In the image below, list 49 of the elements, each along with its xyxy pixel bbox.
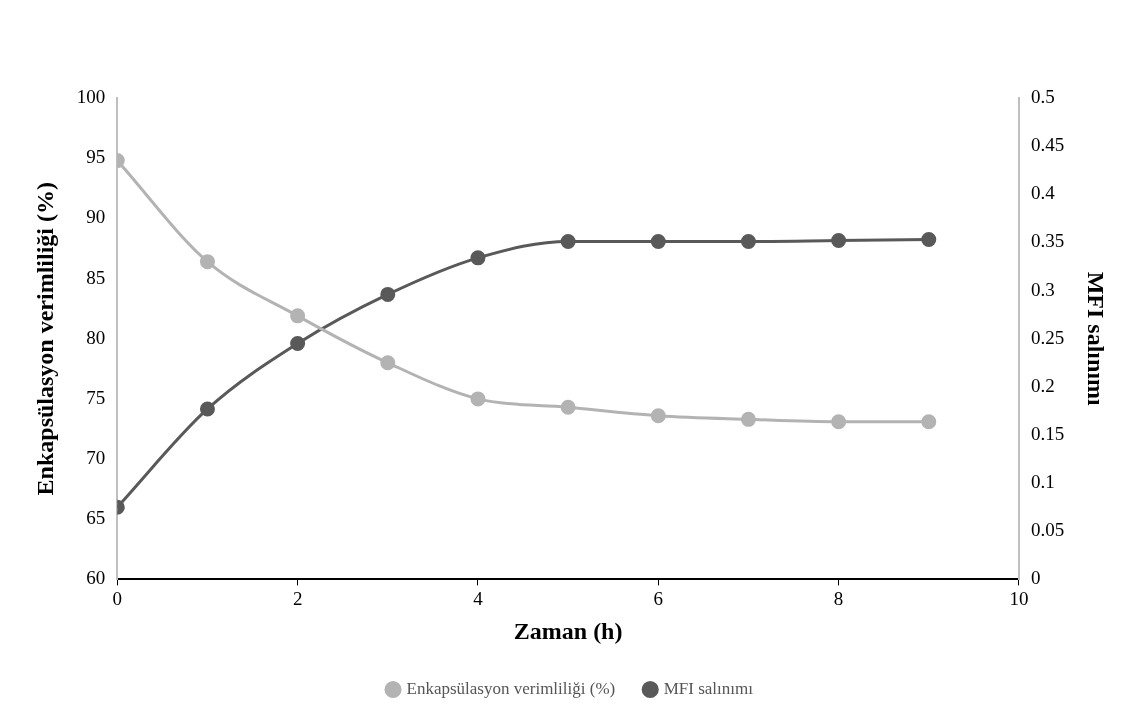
- y-tick-label: 90: [86, 206, 106, 228]
- y-tick-label: 100: [76, 85, 106, 107]
- y2-tick-label: 0.35: [1030, 230, 1065, 252]
- x-axis-title: Zaman (h): [513, 617, 623, 644]
- y-tick-label: 75: [86, 386, 106, 408]
- point: [650, 233, 666, 249]
- x-tick-label: 2: [292, 587, 303, 609]
- y-tick-label: 60: [86, 567, 106, 589]
- legend-label: MFI salınımı: [663, 678, 754, 698]
- point: [560, 399, 576, 415]
- point: [921, 232, 937, 248]
- y-tick-label: 95: [86, 146, 106, 168]
- y-tick-label: 65: [86, 507, 106, 529]
- x-tick-label: 10: [1009, 587, 1029, 609]
- y2-tick-label: 0.5: [1030, 85, 1055, 107]
- point: [290, 308, 306, 324]
- point: [650, 408, 666, 424]
- x-tick-label: 0: [112, 587, 123, 609]
- point: [380, 286, 396, 302]
- point: [199, 401, 215, 417]
- y-tick-label: 80: [86, 326, 106, 348]
- y2-axis-title: MFI salınımı: [1083, 271, 1110, 407]
- point: [831, 414, 847, 430]
- point: [470, 391, 486, 407]
- y2-tick-label: 0.1: [1030, 471, 1055, 493]
- point: [831, 232, 847, 248]
- y2-tick-label: 0.05: [1030, 519, 1065, 541]
- y2-tick-label: 0.25: [1030, 326, 1065, 348]
- y2-tick-label: 0.3: [1030, 278, 1055, 300]
- point: [380, 355, 396, 371]
- y-axis-title: Enkapsülasyon verimliliği (%): [31, 182, 58, 496]
- legend-label: Enkapsülasyon verimliliği (%): [406, 678, 616, 698]
- point: [560, 233, 576, 249]
- y2-tick-label: 0.2: [1030, 374, 1055, 396]
- y2-tick-label: 0.15: [1030, 422, 1065, 444]
- point: [740, 233, 756, 249]
- y2-tick-label: 0.45: [1030, 134, 1065, 156]
- point: [470, 250, 486, 266]
- point: [740, 411, 756, 427]
- y2-tick-label: 0.4: [1030, 182, 1056, 204]
- y2-tick-label: 0: [1030, 567, 1041, 589]
- x-tick-label: 4: [473, 587, 484, 609]
- x-tick-label: 8: [833, 587, 844, 609]
- point: [199, 254, 215, 270]
- x-tick-label: 6: [653, 587, 664, 609]
- point: [921, 414, 937, 430]
- point: [290, 336, 306, 352]
- y-tick-label: 70: [86, 447, 106, 469]
- y-tick-label: 85: [86, 266, 106, 288]
